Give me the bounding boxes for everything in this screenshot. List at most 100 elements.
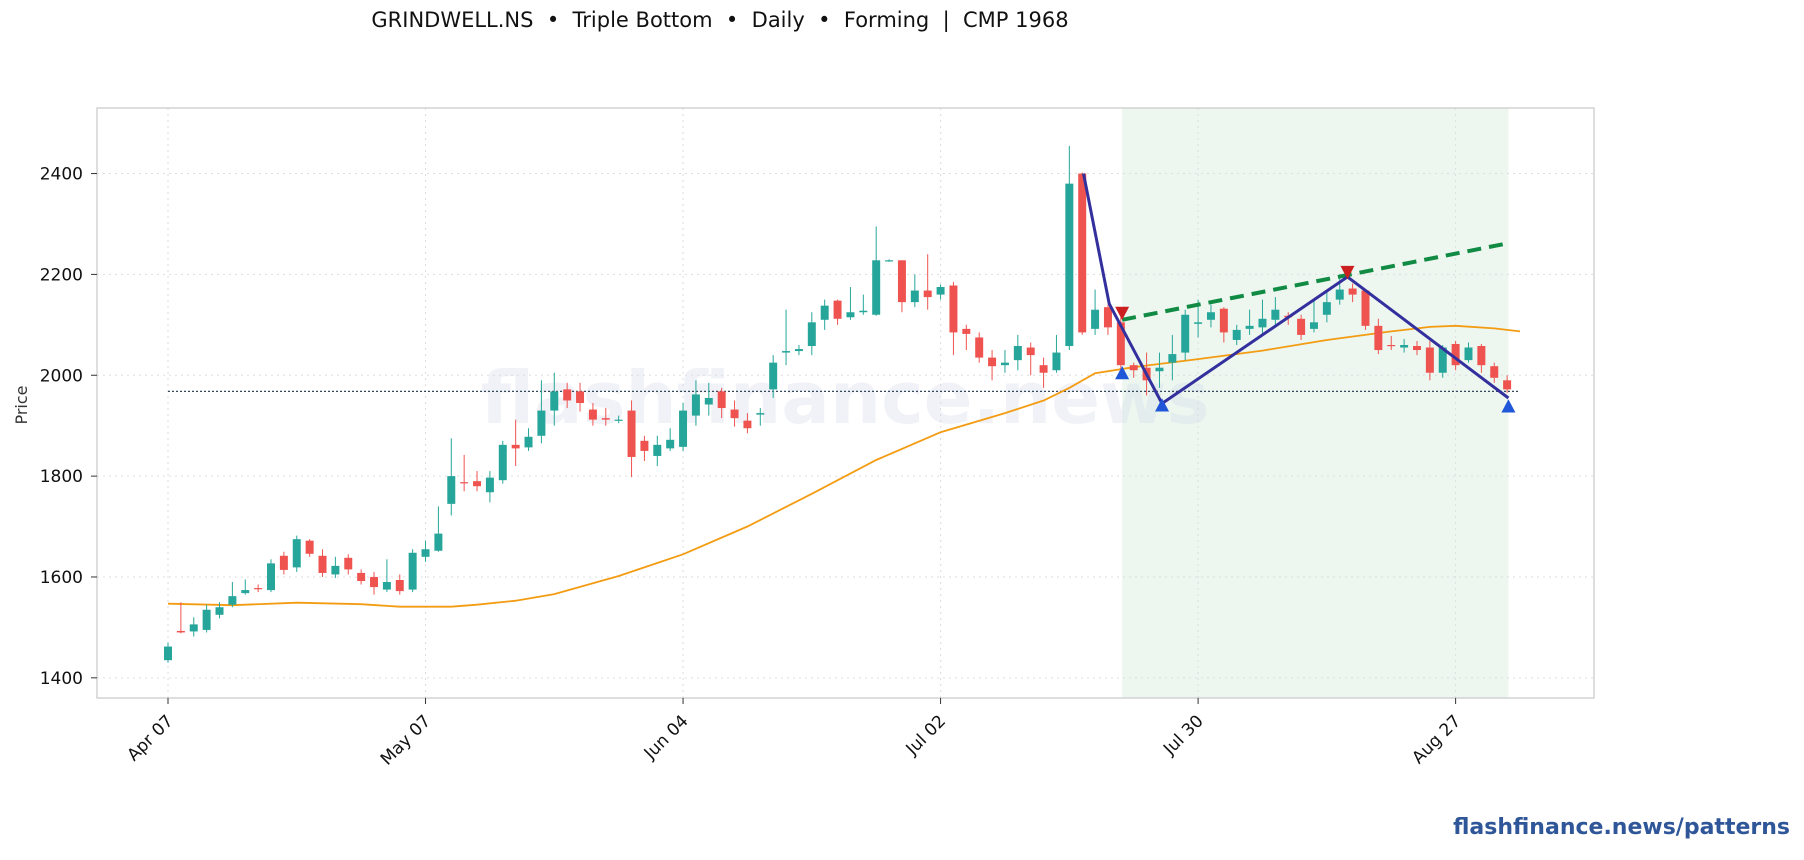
candle-body [344,557,353,570]
candle [164,642,172,663]
candle-body [962,328,971,334]
candle [975,332,984,363]
candle [292,535,301,572]
candle-body [1335,289,1344,300]
footer-link[interactable]: flashfinance.news/patterns [1453,815,1790,840]
candle [1026,342,1035,376]
candle [1438,345,1447,378]
candle-body [588,409,597,420]
candle [511,419,520,467]
candle-body [1348,288,1357,295]
candle [1000,350,1009,373]
candle-body [1412,346,1421,351]
candle-body [395,580,404,592]
candle-body [807,322,816,347]
x-tick-label: Jul 30 [1159,711,1207,759]
candle [254,584,263,593]
candle [1309,299,1318,333]
candle [820,299,829,330]
candle-body [267,563,276,591]
candle-body [370,576,379,588]
candle [614,415,623,424]
candle-body [1181,314,1190,353]
candle [344,554,353,575]
candle [447,438,456,516]
candle-body [331,565,340,575]
candle [1503,375,1512,393]
y-tick-label: 2400 [40,165,83,185]
candle-body [614,419,623,421]
candle [859,294,868,315]
candle-body [1400,345,1409,348]
candle-body [1000,362,1009,366]
x-tick-label: Jun 04 [640,711,693,764]
candle-body [666,439,675,449]
candle-body [279,555,288,570]
candle-body [447,476,456,504]
candle [279,551,288,575]
candle-body [228,596,237,605]
candle-body [460,482,469,484]
candle-body [1026,347,1035,356]
candle-body [215,607,224,615]
candle-body [434,533,443,551]
candle-body [176,630,185,633]
candle-body [1374,325,1383,351]
candle-body [292,539,301,568]
candle-body [1091,309,1100,329]
candle [434,506,443,552]
candle-body [936,287,945,295]
candle [704,382,713,416]
candle [576,382,585,412]
candle [537,380,546,444]
candle [1490,362,1499,383]
candle-body [189,624,198,632]
candle-body [241,590,250,594]
candle-body [537,410,546,436]
candle-body [717,391,726,409]
x-tick-label: Jul 02 [902,711,950,759]
candle-body [988,357,997,367]
y-tick-label: 2200 [40,265,83,285]
plot-frame [96,107,1595,699]
candle-body [305,540,314,554]
candle [691,380,700,426]
x-tick-label: Aug 27 [1408,711,1465,768]
candle-body [833,300,842,319]
candle-body [601,418,610,420]
candle [872,226,881,316]
candle [1335,274,1344,305]
candle [524,428,533,451]
candle [1078,172,1087,335]
candle [1065,145,1074,351]
candle [550,372,559,426]
chart-title: GRINDWELL.NS • Triple Bottom • Daily • F… [371,8,1069,32]
candle [498,440,507,484]
candle-body [1425,347,1434,373]
candle [357,569,366,585]
candle [640,435,649,461]
candle [305,539,314,557]
candle-body [704,397,713,405]
candle [421,540,430,562]
candle [666,428,675,451]
candle [1039,357,1048,388]
candle-body [975,337,984,358]
candle-body [1013,346,1022,361]
candle [988,350,997,381]
candle [189,617,198,637]
candle-body [408,552,417,590]
candle [1168,334,1177,381]
candle [1425,340,1434,381]
candle [833,299,842,325]
candle-body [1219,308,1228,333]
candle-body [1271,309,1280,320]
y-tick-label: 1600 [40,568,83,588]
candle-body [254,588,263,590]
candle [949,281,958,356]
candle [176,602,185,634]
candle-body [357,572,366,582]
candle-body [1052,352,1061,371]
candle [473,471,482,492]
